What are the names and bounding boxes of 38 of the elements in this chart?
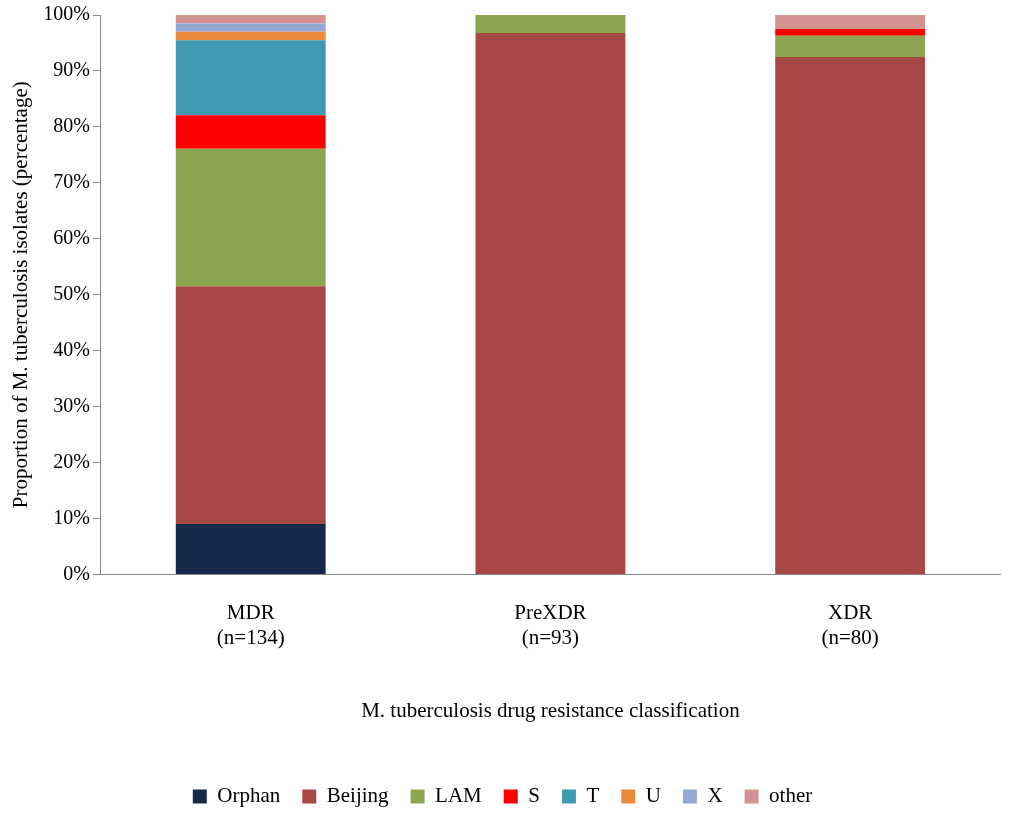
y-tick-label: 80% [53, 114, 90, 137]
bar [175, 524, 326, 574]
bar [475, 32, 626, 574]
bar [175, 40, 326, 116]
legend-label: Beijing [326, 783, 390, 808]
bar [175, 31, 326, 41]
legend-label: X [707, 783, 723, 808]
y-tick-label: 50% [53, 281, 90, 304]
legend-label: LAM [435, 783, 483, 808]
y-tick-label: 60% [53, 226, 90, 249]
y-tick-label: 30% [53, 393, 90, 416]
legend-label: Orphan [217, 783, 281, 808]
bar [475, 15, 626, 33]
y-tick-label: 10% [53, 505, 90, 528]
legend-label: S [528, 783, 540, 808]
bar [775, 56, 926, 574]
x-tick-label: PreXDR (n=93) [514, 599, 587, 649]
y-tick-label: 90% [53, 58, 90, 81]
bar [175, 286, 326, 525]
x-axis-title: M. tuberculosis drug resistance classification [361, 697, 741, 722]
legend-label: U [645, 783, 661, 808]
x-tick-label: MDR (n=134) [216, 599, 285, 649]
legend-label: T [586, 783, 600, 808]
bar [175, 148, 326, 287]
bar [175, 115, 326, 149]
bar [775, 28, 926, 36]
y-tick-label: 70% [53, 170, 90, 193]
x-tick-label: XDR (n=80) [821, 599, 879, 649]
y-tick-label: 0% [63, 561, 90, 584]
legend-label: other [769, 783, 813, 808]
bar [175, 15, 326, 24]
bar [775, 35, 926, 57]
y-tick-label: 40% [53, 337, 90, 360]
y-axis-title: Proportion of M. tuberculosis isolates (percentage) [8, 81, 33, 509]
bar [175, 23, 326, 32]
y-tick-label: 100% [43, 2, 90, 25]
bar [775, 15, 926, 29]
y-tick-label: 20% [53, 449, 90, 472]
